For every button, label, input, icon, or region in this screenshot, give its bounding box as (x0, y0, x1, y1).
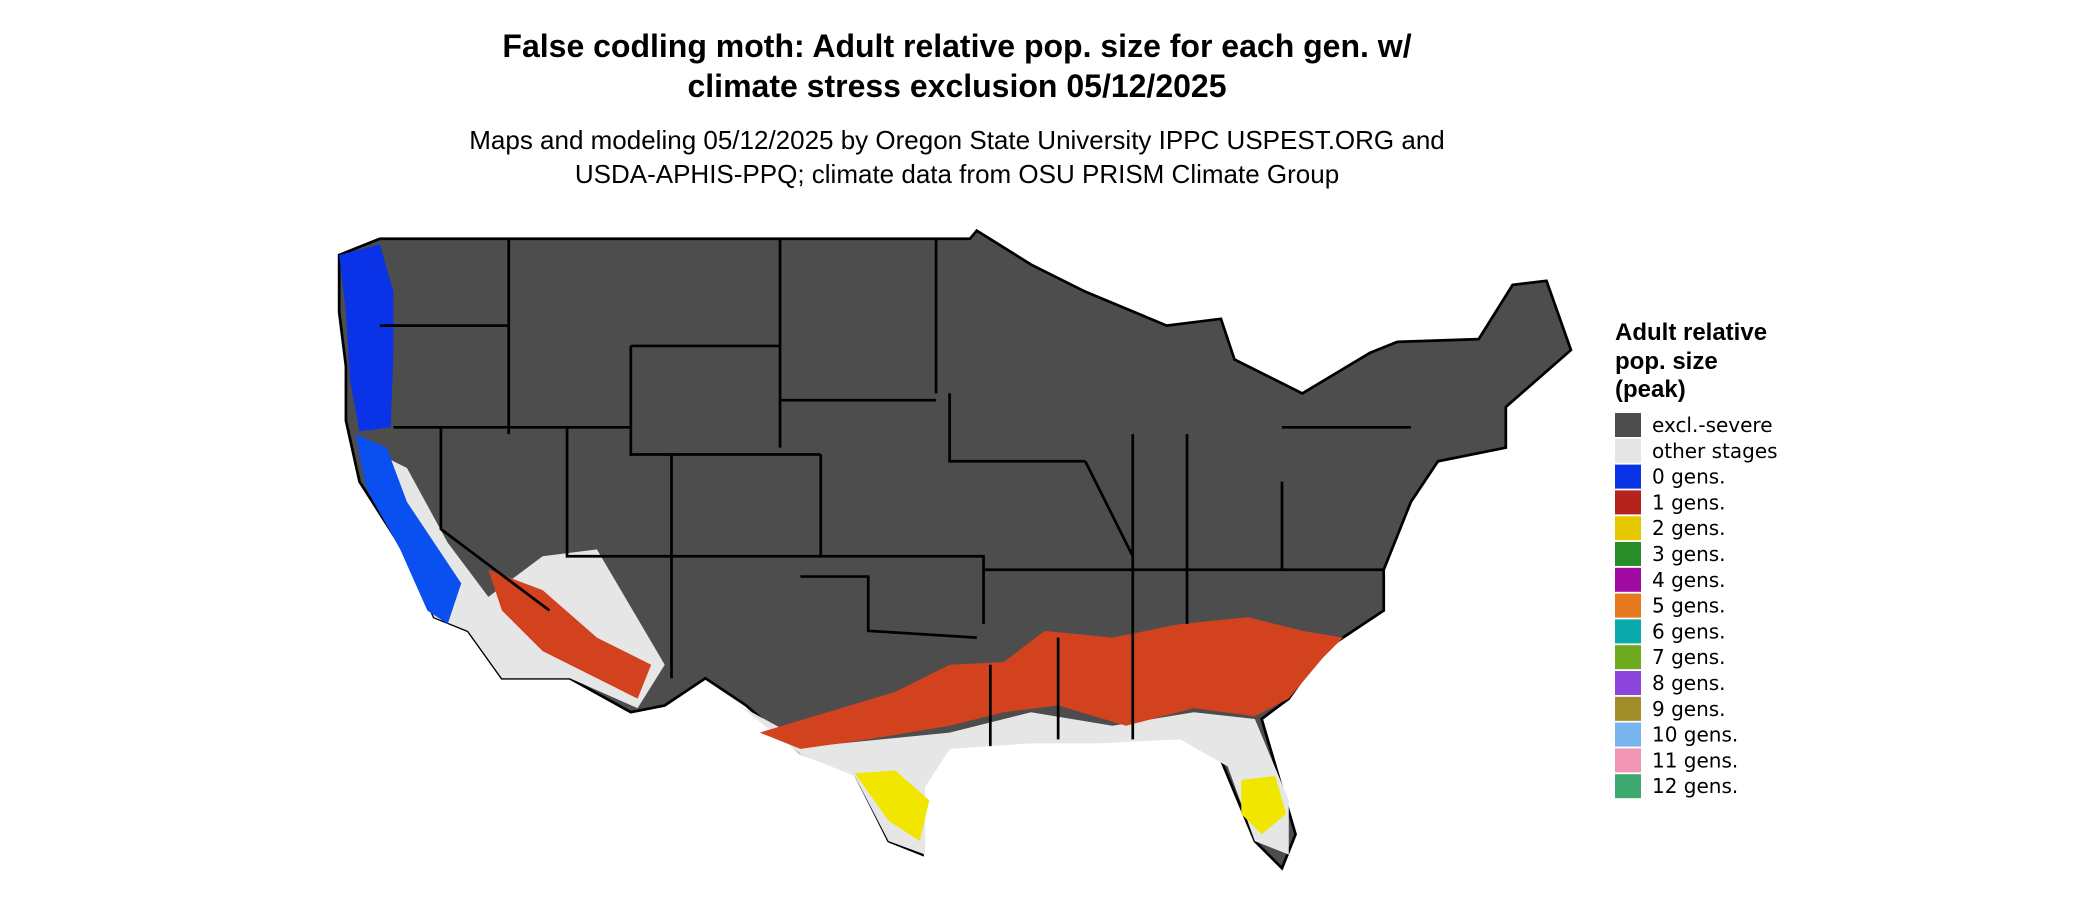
zero-gen-area (355, 434, 462, 625)
legend-swatch (1615, 748, 1641, 773)
subtitle-line: USDA-APHIS-PPQ; climate data from OSU PR… (575, 159, 1339, 189)
legend-title: (peak) (1615, 376, 1686, 403)
legend-label: 11 gens. (1652, 748, 1738, 772)
other-stages-area (739, 705, 1289, 855)
legend-label: 2 gens. (1652, 516, 1726, 540)
legend-label: excl.-severe (1652, 413, 1773, 437)
legend-swatch (1615, 542, 1641, 566)
legend-swatch (1615, 645, 1641, 670)
subtitle-line: Maps and modeling 05/12/2025 by Oregon S… (469, 125, 1445, 155)
legend-swatch (1615, 619, 1641, 644)
two-gen-area (1241, 775, 1287, 835)
legend-label: 12 gens. (1652, 774, 1738, 798)
legend-label: 1 gens. (1652, 490, 1726, 514)
legend-swatch (1615, 696, 1641, 721)
legend-swatch (1615, 464, 1641, 489)
legend-swatch (1615, 774, 1641, 799)
state-borders (379, 238, 1411, 747)
title-line: climate stress exclusion 05/12/2025 (687, 68, 1226, 104)
legend-swatch (1615, 722, 1641, 747)
legend-label: 6 gens. (1652, 619, 1726, 643)
legend-swatch (1615, 516, 1641, 541)
legend-label: 5 gens. (1652, 594, 1726, 618)
legend-label: 10 gens. (1652, 723, 1738, 747)
legend-label: other stages (1652, 439, 1778, 463)
legend-title: pop. size (1615, 348, 1718, 375)
legend-swatch (1615, 413, 1641, 437)
legend-swatch (1615, 593, 1641, 618)
legend-label: 7 gens. (1652, 645, 1726, 669)
one-gen-area (759, 617, 1344, 749)
zero-gen-area (339, 244, 394, 432)
legend-label: 3 gens. (1652, 542, 1726, 566)
legend-label: 9 gens. (1652, 697, 1726, 721)
legend-title: Adult relative (1615, 319, 1767, 346)
us-map (337, 228, 1573, 871)
legend-label: 8 gens. (1652, 671, 1726, 695)
legend-swatch (1615, 490, 1641, 515)
legend-label: 4 gens. (1652, 568, 1726, 592)
one-gen-area (488, 569, 652, 699)
legend-swatch (1615, 438, 1641, 463)
legend-swatch (1615, 567, 1641, 592)
legend-label: 0 gens. (1652, 465, 1726, 489)
us-outline (337, 228, 1573, 871)
legend-swatch (1615, 671, 1641, 695)
two-gen-area (854, 770, 930, 842)
title-line: False codling moth: Adult relative pop. … (502, 28, 1411, 64)
